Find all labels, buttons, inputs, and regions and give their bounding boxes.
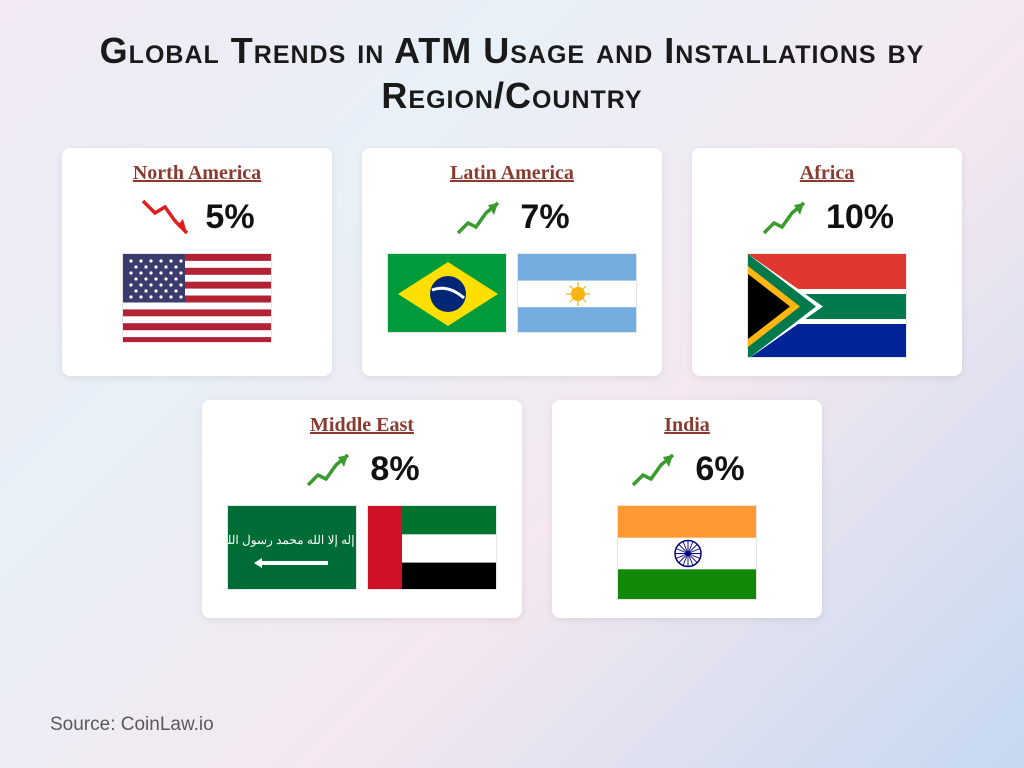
trend-up-icon xyxy=(304,447,360,491)
pct-value: 10% xyxy=(826,198,894,237)
flag-saudi-icon: لا إله إلا الله محمد رسول الله xyxy=(227,505,357,590)
flag-brazil-icon xyxy=(387,253,507,333)
flags xyxy=(387,253,637,333)
cards-container: North America 5% xyxy=(0,138,1024,618)
flags: لا إله إلا الله محمد رسول الله xyxy=(227,505,497,590)
trend-up-icon xyxy=(629,447,685,491)
card-label: Africa xyxy=(800,162,854,185)
flags xyxy=(122,253,272,343)
flag-uae-icon xyxy=(367,505,497,590)
stat-row: 6% xyxy=(629,447,744,491)
flags xyxy=(617,505,757,600)
flags xyxy=(747,253,907,358)
trend-down-icon xyxy=(139,195,195,239)
row-1: North America 5% xyxy=(62,148,962,376)
card-latin-america: Latin America 7% xyxy=(362,148,662,376)
trend-up-icon xyxy=(760,195,816,239)
svg-text:لا إله إلا الله محمد رسول الله: لا إله إلا الله محمد رسول الله xyxy=(227,533,357,548)
card-middle-east: Middle East 8% لا إله إلا الله محمد رسول… xyxy=(202,400,522,618)
pct-value: 8% xyxy=(370,450,419,489)
flag-india-icon xyxy=(617,505,757,600)
card-india: India 6% xyxy=(552,400,822,618)
stat-row: 8% xyxy=(304,447,419,491)
pct-value: 7% xyxy=(520,198,569,237)
card-label: India xyxy=(664,414,710,437)
page-title: Global Trends in ATM Usage and Installat… xyxy=(0,0,1024,138)
stat-row: 7% xyxy=(454,195,569,239)
pct-value: 5% xyxy=(205,198,254,237)
card-label: Latin America xyxy=(450,162,574,185)
flag-south-africa-icon xyxy=(747,253,907,358)
source-text: Source: CoinLaw.io xyxy=(50,714,214,736)
card-africa: Africa 10% xyxy=(692,148,962,376)
trend-up-icon xyxy=(454,195,510,239)
card-label: Middle East xyxy=(310,414,414,437)
card-label: North America xyxy=(133,162,261,185)
flag-argentina-icon xyxy=(517,253,637,333)
row-2: Middle East 8% لا إله إلا الله محمد رسول… xyxy=(202,400,822,618)
flag-usa-icon xyxy=(122,253,272,343)
stat-row: 10% xyxy=(760,195,894,239)
card-north-america: North America 5% xyxy=(62,148,332,376)
pct-value: 6% xyxy=(695,450,744,489)
stat-row: 5% xyxy=(139,195,254,239)
